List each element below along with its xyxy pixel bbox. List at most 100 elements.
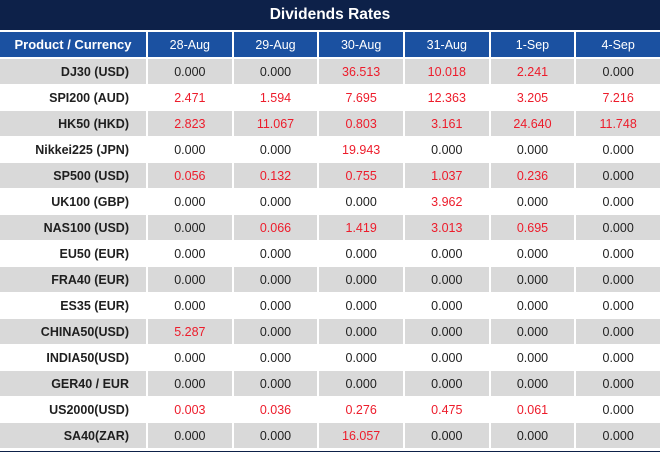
dividend-value-cell: 0.000 bbox=[574, 423, 660, 449]
dividend-value-cell: 0.000 bbox=[146, 293, 232, 319]
dividend-value-cell: 36.513 bbox=[317, 59, 403, 85]
dividend-value-cell: 0.000 bbox=[402, 241, 489, 267]
dividend-value-cell: 0.000 bbox=[146, 267, 232, 293]
dividend-value-cell: 0.000 bbox=[231, 293, 318, 319]
dividend-value-cell: 7.216 bbox=[574, 85, 660, 111]
table-row: HK50 (HKD) 2.823 11.067 0.803 3.161 24.640 11.… bbox=[0, 111, 660, 137]
dividend-value-cell: 0.000 bbox=[231, 345, 318, 371]
dividend-value-cell: 0.000 bbox=[574, 163, 660, 189]
dividend-value-cell: 0.000 bbox=[231, 371, 318, 397]
table-row: UK100 (GBP) 0.000 0.000 0.000 3.962 0.000 0.00… bbox=[0, 189, 660, 215]
dividend-value-cell: 2.471 bbox=[146, 85, 232, 111]
dividend-value-cell: 0.000 bbox=[574, 59, 660, 85]
dividend-value-cell: 1.419 bbox=[317, 215, 403, 241]
dividend-value-cell: 0.000 bbox=[231, 59, 318, 85]
product-cell: DJ30 (USD) bbox=[0, 59, 146, 85]
dividend-value-cell: 2.823 bbox=[146, 111, 232, 137]
product-cell: UK100 (GBP) bbox=[0, 189, 146, 215]
dividend-value-cell: 0.036 bbox=[231, 397, 318, 423]
dividend-value-cell: 0.755 bbox=[317, 163, 403, 189]
dividend-value-cell: 0.000 bbox=[488, 241, 575, 267]
date-column-header: 28-Aug bbox=[146, 32, 232, 59]
dividend-value-cell: 0.000 bbox=[231, 267, 318, 293]
product-cell: ES35 (EUR) bbox=[0, 293, 146, 319]
table-row: ES35 (EUR) 0.000 0.000 0.000 0.000 0.000 0.000 bbox=[0, 293, 660, 319]
dividend-value-cell: 0.000 bbox=[402, 293, 489, 319]
dividend-value-cell: 0.066 bbox=[231, 215, 318, 241]
table-head: Product / Currency 28-Aug 29-Aug 30-Aug 31-A… bbox=[0, 32, 660, 59]
dividend-value-cell: 0.276 bbox=[317, 397, 403, 423]
dividend-value-cell: 0.000 bbox=[146, 59, 232, 85]
product-cell: SA40(ZAR) bbox=[0, 423, 146, 449]
dividend-value-cell: 11.067 bbox=[231, 111, 318, 137]
product-cell: US2000(USD) bbox=[0, 397, 146, 423]
dividend-value-cell: 0.000 bbox=[231, 319, 318, 345]
table-row: NAS100 (USD) 0.000 0.066 1.419 3.013 0.695 0.0… bbox=[0, 215, 660, 241]
date-column-header: 31-Aug bbox=[402, 32, 489, 59]
dividend-value-cell: 0.000 bbox=[574, 397, 660, 423]
product-cell: FRA40 (EUR) bbox=[0, 267, 146, 293]
dividend-value-cell: 1.037 bbox=[402, 163, 489, 189]
date-column-header: 29-Aug bbox=[231, 32, 318, 59]
dividend-value-cell: 0.000 bbox=[402, 319, 489, 345]
dividend-value-cell: 0.000 bbox=[231, 241, 318, 267]
dividend-value-cell: 3.013 bbox=[402, 215, 489, 241]
product-currency-header: Product / Currency bbox=[0, 32, 146, 59]
dividend-value-cell: 0.000 bbox=[574, 293, 660, 319]
dividend-value-cell: 0.000 bbox=[574, 189, 660, 215]
table-row: GER40 / EUR 0.000 0.000 0.000 0.000 0.000 0.00… bbox=[0, 371, 660, 397]
product-cell: CHINA50(USD) bbox=[0, 319, 146, 345]
table-row: EU50 (EUR) 0.000 0.000 0.000 0.000 0.000 0.000 bbox=[0, 241, 660, 267]
dividend-value-cell: 0.056 bbox=[146, 163, 232, 189]
dividend-value-cell: 10.018 bbox=[402, 59, 489, 85]
dividend-value-cell: 1.594 bbox=[231, 85, 318, 111]
dividend-value-cell: 0.475 bbox=[402, 397, 489, 423]
dividend-value-cell: 0.003 bbox=[146, 397, 232, 423]
dividend-value-cell: 0.000 bbox=[231, 423, 318, 449]
dividend-value-cell: 2.241 bbox=[488, 59, 575, 85]
table-row: FRA40 (EUR) 0.000 0.000 0.000 0.000 0.000 0.00… bbox=[0, 267, 660, 293]
dividend-value-cell: 0.000 bbox=[574, 371, 660, 397]
dividend-value-cell: 0.000 bbox=[402, 423, 489, 449]
dividend-value-cell: 0.236 bbox=[488, 163, 575, 189]
dividend-value-cell: 0.000 bbox=[231, 137, 318, 163]
dividend-value-cell: 0.000 bbox=[317, 267, 403, 293]
table-row: DJ30 (USD) 0.000 0.000 36.513 10.018 2.241 0.0… bbox=[0, 59, 660, 85]
date-column-header: 30-Aug bbox=[317, 32, 403, 59]
dividend-value-cell: 0.000 bbox=[231, 189, 318, 215]
table-row: Nikkei225 (JPN) 0.000 0.000 19.943 0.000 0.00… bbox=[0, 137, 660, 163]
dividend-value-cell: 0.000 bbox=[574, 137, 660, 163]
dividend-value-cell: 7.695 bbox=[317, 85, 403, 111]
dividend-value-cell: 3.161 bbox=[402, 111, 489, 137]
dividend-value-cell: 0.000 bbox=[317, 319, 403, 345]
dividend-value-cell: 0.000 bbox=[574, 215, 660, 241]
dividend-value-cell: 0.000 bbox=[488, 293, 575, 319]
dividend-value-cell: 0.000 bbox=[146, 215, 232, 241]
dividend-value-cell: 0.000 bbox=[574, 345, 660, 371]
dividend-value-cell: 0.000 bbox=[402, 267, 489, 293]
table-title: Dividends Rates bbox=[0, 0, 660, 30]
dividend-value-cell: 0.000 bbox=[146, 423, 232, 449]
dividend-value-cell: 0.000 bbox=[574, 241, 660, 267]
table-row: CHINA50(USD) 5.287 0.000 0.000 0.000 0.000 0.0… bbox=[0, 319, 660, 345]
table-row: SP500 (USD) 0.056 0.132 0.755 1.037 0.236 0.00… bbox=[0, 163, 660, 189]
table-row: SA40(ZAR) 0.000 0.000 16.057 0.000 0.000 0.000 bbox=[0, 423, 660, 449]
dividend-value-cell: 0.000 bbox=[317, 293, 403, 319]
product-cell: SP500 (USD) bbox=[0, 163, 146, 189]
dividend-value-cell: 5.287 bbox=[146, 319, 232, 345]
dividend-value-cell: 0.000 bbox=[488, 137, 575, 163]
dividend-value-cell: 0.061 bbox=[488, 397, 575, 423]
dividend-value-cell: 0.132 bbox=[231, 163, 318, 189]
dividend-value-cell: 0.000 bbox=[488, 267, 575, 293]
table-body: DJ30 (USD) 0.000 0.000 36.513 10.018 2.241 0.0… bbox=[0, 59, 660, 449]
product-cell: NAS100 (USD) bbox=[0, 215, 146, 241]
product-cell: EU50 (EUR) bbox=[0, 241, 146, 267]
dividend-value-cell: 0.000 bbox=[574, 267, 660, 293]
dividend-value-cell: 0.000 bbox=[402, 345, 489, 371]
date-column-header: 4-Sep bbox=[574, 32, 660, 59]
dividend-value-cell: 0.000 bbox=[574, 319, 660, 345]
dividend-value-cell: 0.803 bbox=[317, 111, 403, 137]
dividend-value-cell: 0.000 bbox=[146, 189, 232, 215]
dividend-value-cell: 0.000 bbox=[146, 371, 232, 397]
